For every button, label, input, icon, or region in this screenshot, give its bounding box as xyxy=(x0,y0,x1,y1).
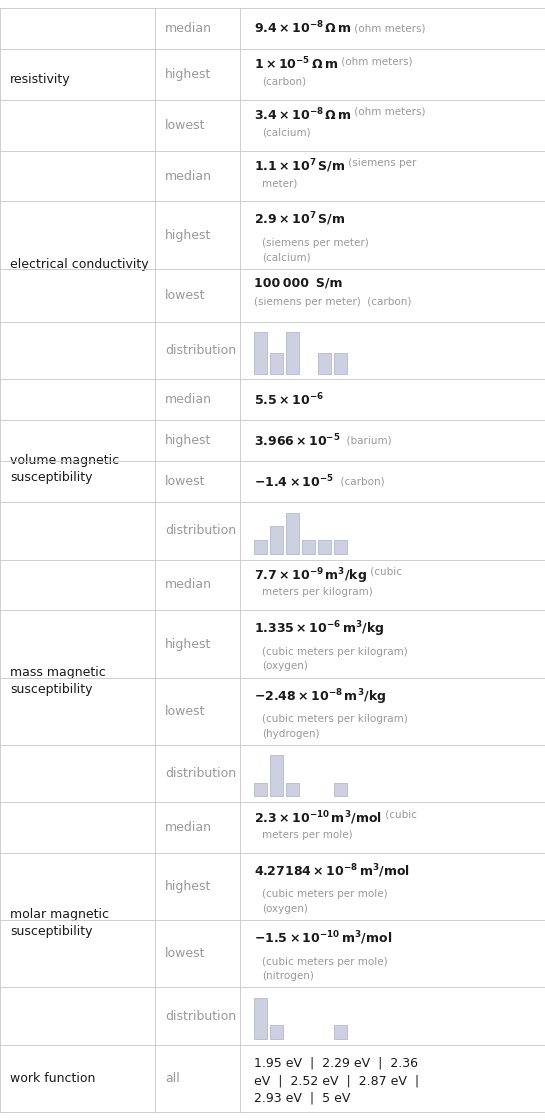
Text: lowest: lowest xyxy=(165,119,206,132)
Bar xyxy=(334,540,347,554)
Text: eV  |  2.52 eV  |  2.87 eV  |: eV | 2.52 eV | 2.87 eV | xyxy=(254,1074,419,1088)
Text: 1.95 eV  |  2.29 eV  |  2.36: 1.95 eV | 2.29 eV | 2.36 xyxy=(254,1057,418,1070)
Bar xyxy=(254,333,267,374)
Text: lowest: lowest xyxy=(165,948,206,960)
Bar xyxy=(334,1025,347,1039)
Text: median: median xyxy=(165,393,213,407)
Bar xyxy=(334,353,347,374)
Text: $\mathbf{5.5 \times 10^{-6}}$: $\mathbf{5.5 \times 10^{-6}}$ xyxy=(254,392,324,408)
Text: distribution: distribution xyxy=(165,344,237,357)
Text: $\mathbf{1.1 \times 10^{7}\, S/m}$: $\mathbf{1.1 \times 10^{7}\, S/m}$ xyxy=(254,158,345,176)
Text: $\mathbf{9.4 \times 10^{-8}\, \Omega\, m}$: $\mathbf{9.4 \times 10^{-8}\, \Omega\, m… xyxy=(254,20,352,37)
Text: (cubic meters per mole): (cubic meters per mole) xyxy=(262,956,387,967)
Text: distribution: distribution xyxy=(165,767,237,780)
Text: (siemens per meter): (siemens per meter) xyxy=(262,237,368,248)
Bar xyxy=(270,755,283,796)
Text: highest: highest xyxy=(165,68,211,81)
Text: (calcium): (calcium) xyxy=(262,252,311,262)
Text: (carbon): (carbon) xyxy=(334,477,385,487)
Text: (cubic: (cubic xyxy=(382,810,416,820)
Text: highest: highest xyxy=(165,637,211,651)
Text: lowest: lowest xyxy=(165,475,206,488)
Text: median: median xyxy=(165,169,213,183)
Text: median: median xyxy=(165,821,213,834)
Text: meters per kilogram): meters per kilogram) xyxy=(262,587,373,597)
Text: distribution: distribution xyxy=(165,1009,237,1023)
Text: $\mathbf{-1.5 \times 10^{-10}\, m^3/mol}$: $\mathbf{-1.5 \times 10^{-10}\, m^3/mol}… xyxy=(254,930,392,948)
Text: (barium): (barium) xyxy=(341,436,392,446)
Text: (cubic meters per kilogram): (cubic meters per kilogram) xyxy=(262,646,408,656)
Text: electrical conductivity: electrical conductivity xyxy=(10,259,149,271)
Text: (carbon): (carbon) xyxy=(262,76,306,86)
Text: volume magnetic
susceptibility: volume magnetic susceptibility xyxy=(10,455,119,485)
Text: molar magnetic
susceptibility: molar magnetic susceptibility xyxy=(10,908,109,939)
Text: $\mathbf{3.4 \times 10^{-8}\, \Omega\, m}$: $\mathbf{3.4 \times 10^{-8}\, \Omega\, m… xyxy=(254,106,352,123)
Text: lowest: lowest xyxy=(165,704,206,718)
Text: $\mathbf{1 \times 10^{-5}\, \Omega\, m}$: $\mathbf{1 \times 10^{-5}\, \Omega\, m}$ xyxy=(254,56,338,73)
Text: 2.93 eV  |  5 eV: 2.93 eV | 5 eV xyxy=(254,1092,350,1104)
Text: $\mathbf{7.7 \times 10^{-9}\, m^3/kg}$: $\mathbf{7.7 \times 10^{-9}\, m^3/kg}$ xyxy=(254,567,367,586)
Text: meters per mole): meters per mole) xyxy=(262,830,353,840)
Text: mass magnetic
susceptibility: mass magnetic susceptibility xyxy=(10,666,106,696)
Text: (oxygen): (oxygen) xyxy=(262,662,308,672)
Bar xyxy=(318,353,331,374)
Text: $\mathbf{-2.48 \times 10^{-8}\, m^3/kg}$: $\mathbf{-2.48 \times 10^{-8}\, m^3/kg}$ xyxy=(254,687,386,707)
Bar xyxy=(334,783,347,796)
Text: (calcium): (calcium) xyxy=(262,128,311,138)
Text: (nitrogen): (nitrogen) xyxy=(262,971,314,981)
Bar xyxy=(286,513,299,554)
Text: all: all xyxy=(165,1072,180,1085)
Text: (siemens per: (siemens per xyxy=(345,158,416,168)
Text: 100 000  S/m: 100 000 S/m xyxy=(254,277,342,290)
Text: $\mathbf{2.3 \times 10^{-10}\, m^3/mol}$: $\mathbf{2.3 \times 10^{-10}\, m^3/mol}$ xyxy=(254,810,382,827)
Text: highest: highest xyxy=(165,880,211,893)
Bar xyxy=(302,540,315,554)
Text: lowest: lowest xyxy=(165,289,206,301)
Text: resistivity: resistivity xyxy=(10,73,71,86)
Bar xyxy=(270,353,283,374)
Text: median: median xyxy=(165,579,213,591)
Text: (ohm meters): (ohm meters) xyxy=(352,106,426,116)
Bar xyxy=(270,1025,283,1039)
Text: $\mathbf{2.9 \times 10^{7}\, S/m}$: $\mathbf{2.9 \times 10^{7}\, S/m}$ xyxy=(254,211,345,228)
Text: (ohm meters): (ohm meters) xyxy=(338,56,413,66)
Text: meter): meter) xyxy=(262,178,297,188)
Bar xyxy=(286,783,299,796)
Text: distribution: distribution xyxy=(165,524,237,538)
Text: (oxygen): (oxygen) xyxy=(262,904,308,914)
Bar xyxy=(254,783,267,796)
Bar xyxy=(254,998,267,1039)
Bar xyxy=(270,526,283,554)
Text: (cubic meters per mole): (cubic meters per mole) xyxy=(262,889,387,899)
Text: highest: highest xyxy=(165,228,211,242)
Bar xyxy=(318,540,331,554)
Text: $\mathbf{3.966 \times 10^{-5}}$: $\mathbf{3.966 \times 10^{-5}}$ xyxy=(254,432,341,449)
Text: $\mathbf{-1.4 \times 10^{-5}}$: $\mathbf{-1.4 \times 10^{-5}}$ xyxy=(254,474,334,491)
Text: median: median xyxy=(165,22,213,35)
Bar xyxy=(254,540,267,554)
Text: $\mathbf{4.27184 \times 10^{-8}\, m^3/mol}$: $\mathbf{4.27184 \times 10^{-8}\, m^3/mo… xyxy=(254,862,410,880)
Text: (cubic meters per kilogram): (cubic meters per kilogram) xyxy=(262,713,408,724)
Text: (siemens per meter)  (carbon): (siemens per meter) (carbon) xyxy=(254,297,411,307)
Text: (cubic: (cubic xyxy=(367,567,402,577)
Text: highest: highest xyxy=(165,435,211,447)
Text: (hydrogen): (hydrogen) xyxy=(262,729,319,739)
Text: (ohm meters): (ohm meters) xyxy=(352,24,426,34)
Text: $\mathbf{1.335 \times 10^{-6}\, m^3/kg}$: $\mathbf{1.335 \times 10^{-6}\, m^3/kg}$ xyxy=(254,619,384,640)
Text: work function: work function xyxy=(10,1072,95,1085)
Bar xyxy=(286,333,299,374)
